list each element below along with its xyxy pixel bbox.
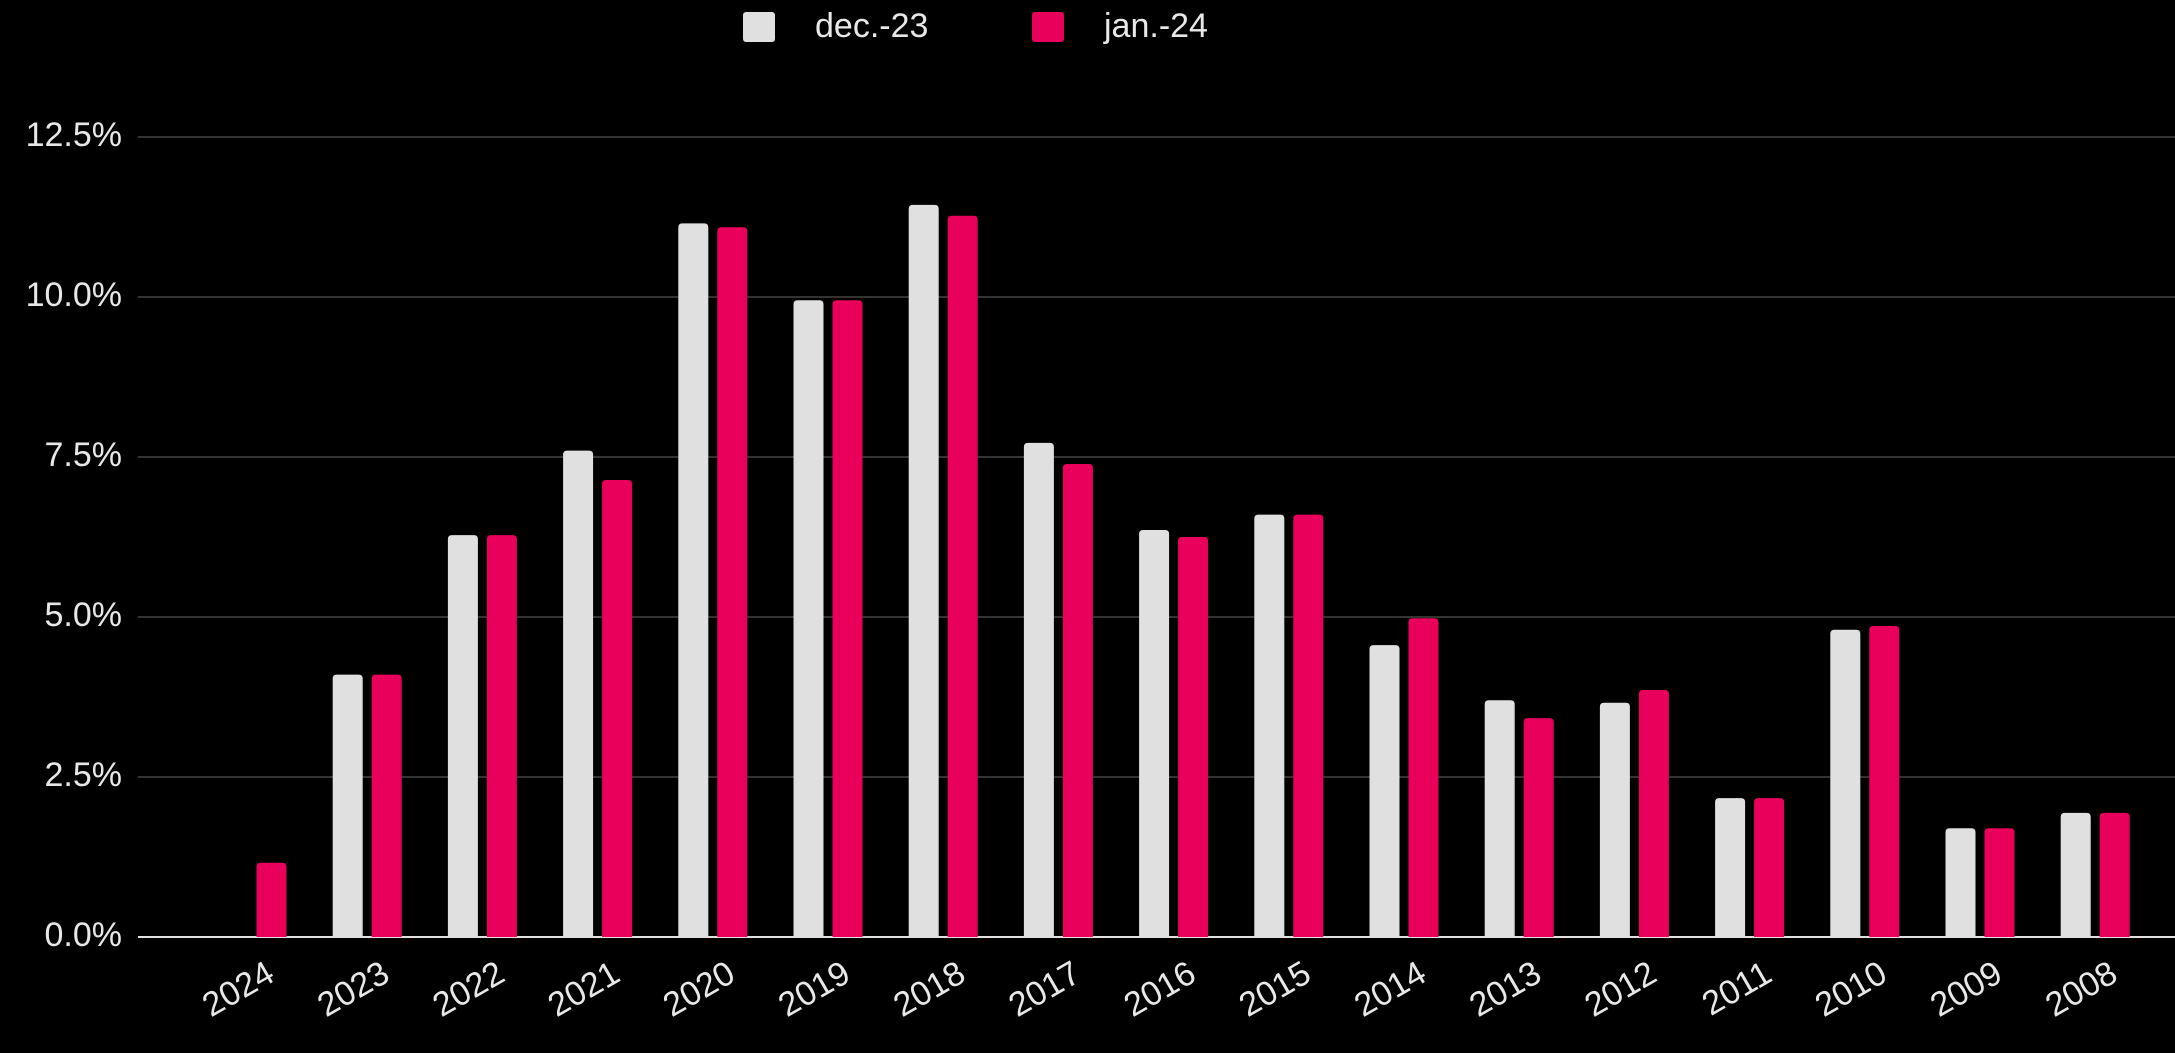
- bar: [1715, 798, 1746, 937]
- y-tick-label: 7.5%: [45, 436, 123, 474]
- x-tick-label: 2019: [772, 954, 857, 1025]
- legend-swatch: [1032, 12, 1064, 42]
- bar: [1369, 645, 1400, 937]
- x-tick-label: 2023: [311, 954, 396, 1025]
- bar: [563, 450, 594, 937]
- x-tick-label: 2024: [196, 954, 281, 1025]
- x-tick-label: 2009: [1924, 954, 2009, 1025]
- bar: [1254, 514, 1285, 937]
- x-tick-label: 2021: [542, 954, 627, 1025]
- bar: [1484, 700, 1515, 937]
- bar: [717, 227, 748, 938]
- x-tick-label: 2008: [2039, 954, 2124, 1025]
- bar: [1984, 828, 2015, 937]
- bar: [1139, 529, 1170, 937]
- y-tick-label: 2.5%: [45, 756, 123, 794]
- bar: [1638, 689, 1669, 937]
- bar: [1830, 629, 1861, 937]
- bar: [908, 204, 939, 938]
- bar: [256, 862, 287, 937]
- bar: [1408, 618, 1439, 937]
- x-tick-label: 2018: [887, 954, 972, 1025]
- legend-swatch: [743, 12, 775, 42]
- y-tick-label: 0.0%: [45, 916, 123, 954]
- bar: [332, 674, 363, 937]
- bar: [1869, 625, 1900, 937]
- legend-label: jan.-24: [1103, 7, 1208, 45]
- x-tick-label: 2016: [1118, 954, 1203, 1025]
- x-tick-label: 2014: [1348, 954, 1433, 1025]
- bar: [447, 535, 478, 937]
- bar: [1754, 798, 1785, 937]
- x-tick-label: 2010: [1809, 954, 1894, 1025]
- bar: [1062, 464, 1093, 937]
- y-tick-label: 10.0%: [26, 276, 122, 314]
- x-tick-label: 2015: [1233, 954, 1318, 1025]
- bar: [1178, 537, 1209, 937]
- bar: [371, 674, 402, 937]
- y-tick-label: 12.5%: [26, 116, 122, 154]
- bar: [2099, 812, 2130, 937]
- bar: [1523, 718, 1554, 937]
- bar: [832, 300, 863, 937]
- x-tick-label: 2011: [1696, 954, 1778, 1023]
- x-tick-label: 2020: [657, 954, 742, 1025]
- bar: [2060, 812, 2091, 937]
- x-tick-label: 2022: [426, 954, 511, 1025]
- bar: [1945, 828, 1976, 937]
- bar: [1023, 442, 1054, 937]
- bar: [602, 480, 633, 937]
- bar: [1599, 702, 1630, 937]
- bar: [793, 300, 824, 937]
- bar: [678, 223, 709, 937]
- legend-label: dec.-23: [815, 7, 928, 45]
- x-tick-label: 2017: [1002, 954, 1087, 1025]
- bar: [486, 535, 517, 937]
- y-tick-label: 5.0%: [45, 596, 123, 634]
- x-tick-label: 2012: [1578, 954, 1663, 1025]
- bar: [947, 215, 978, 938]
- x-tick-label: 2013: [1463, 954, 1548, 1025]
- bar: [1293, 514, 1324, 937]
